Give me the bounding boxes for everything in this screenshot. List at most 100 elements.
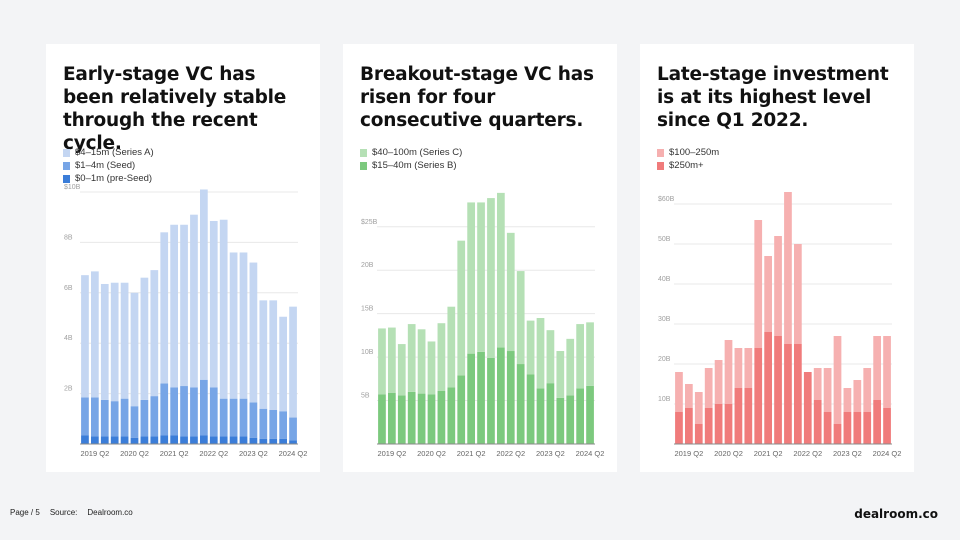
y-tick-label: 40B [658, 276, 671, 283]
bar-segment [150, 396, 159, 437]
bar-segment [289, 417, 297, 441]
bar-segment [249, 437, 258, 444]
y-tick-label: 30B [658, 316, 671, 323]
bar-segment [447, 306, 456, 388]
legend-swatch [63, 148, 70, 157]
bar-segment [219, 436, 228, 444]
y-tick-label: 2B [64, 386, 73, 393]
bar-segment [823, 368, 832, 412]
bar-segment [566, 338, 575, 396]
bar-segment [546, 383, 555, 444]
bar-segment [259, 408, 268, 439]
bar-segment [536, 318, 545, 389]
bar-segment [734, 348, 743, 388]
bar-segment [803, 372, 812, 444]
bar-segment [170, 387, 179, 436]
chart-title: Late-stage investment is at its highest … [657, 64, 889, 131]
bar-segment [427, 394, 436, 444]
page-number: Page / 5 [10, 508, 40, 517]
bar-segment [586, 385, 594, 444]
bar-segment [496, 192, 505, 348]
bar-segment [437, 323, 446, 391]
bar-segment [487, 198, 495, 358]
chart-legend: $100–250m $250m+ [657, 146, 719, 172]
bar-segment [378, 394, 386, 444]
x-tick-label: 2021 Q2 [160, 449, 189, 458]
bar-segment [477, 202, 485, 352]
x-tick-label: 2023 Q2 [239, 449, 268, 458]
y-tick-label: $25B [361, 219, 378, 226]
legend-swatch [360, 148, 367, 157]
bar-segment [81, 435, 89, 444]
bar-segment [239, 252, 248, 399]
bar-segment [744, 388, 753, 444]
legend-label: $0–1m (pre-Seed) [75, 173, 153, 184]
bar-segment [209, 436, 218, 444]
bar-segment [457, 240, 466, 376]
bar-segment [130, 406, 139, 438]
x-tick-label: 2023 Q2 [536, 449, 565, 458]
bar-segment [576, 324, 585, 389]
bar-segment [110, 282, 119, 402]
x-tick-label: 2020 Q2 [714, 449, 743, 458]
chart-title: Early-stage VC has been relatively stabl… [63, 64, 287, 154]
legend-item: $0–1m (pre-Seed) [63, 172, 154, 185]
bar-segment [100, 399, 109, 437]
bar-segment [190, 387, 198, 437]
bar-segment [417, 329, 426, 394]
bar-segment [219, 219, 228, 399]
y-tick-label: 4B [64, 335, 73, 342]
x-tick-label: 2019 Q2 [674, 449, 703, 458]
legend-swatch [360, 161, 367, 170]
bar-segment [684, 408, 693, 444]
x-tick-label: 2021 Q2 [754, 449, 783, 458]
legend-label: $100–250m [669, 147, 720, 158]
chart-card-breakout-stage: Breakout-stage VC has risen for four con… [343, 44, 617, 472]
legend-label: $4–15m (Series A) [75, 147, 154, 158]
bar-segment [457, 375, 466, 444]
bar-segment [576, 388, 585, 444]
bar-segment [883, 336, 891, 408]
y-tick-label: 10B [658, 396, 671, 403]
bar-segment [289, 440, 297, 444]
legend-label: $15–40m (Series B) [372, 160, 457, 171]
bar-segment [100, 436, 109, 444]
bar-segment [714, 360, 723, 404]
legend-label: $40–100m (Series C) [372, 147, 463, 158]
chart-legend: $40–100m (Series C) $15–40m (Series B) [360, 146, 462, 172]
bar-segment [506, 351, 515, 444]
bar-segment [110, 401, 119, 437]
legend-item: $15–40m (Series B) [360, 159, 462, 172]
y-tick-label: 6B [64, 285, 73, 292]
brand-logo: dealroom.co [854, 507, 938, 521]
legend-label: $250m+ [669, 160, 704, 171]
x-tick-label: 2022 Q2 [199, 449, 228, 458]
bar-segment [259, 438, 268, 444]
bar-segment [160, 435, 169, 444]
bar-segment [823, 412, 832, 444]
bar-segment [249, 402, 258, 438]
y-tick-label: 5B [361, 393, 370, 400]
bar-segment [259, 300, 268, 409]
bar-segment [209, 220, 218, 388]
bar-segment [90, 271, 99, 398]
legend-item: $1–4m (Seed) [63, 159, 154, 172]
chart-legend: $4–15m (Series A) $1–4m (Seed) $0–1m (pr… [63, 146, 154, 185]
bar-segment [793, 344, 802, 444]
bar-segment [170, 224, 179, 388]
bar-segment [754, 348, 763, 444]
bar-segment [180, 224, 188, 387]
bar-segment [140, 277, 149, 400]
bar-chart-early-stage: 2B 4B 6B 8B $10B 2019 Q2 2020 Q2 2021 Q2 2022 Q2… [64, 184, 307, 458]
bar-segment [734, 388, 743, 444]
bar-segment [120, 282, 129, 399]
bar-segment [813, 368, 822, 400]
bar-segment [190, 436, 198, 444]
bar-segment [417, 393, 426, 444]
y-tick-label: 20B [658, 356, 671, 363]
bar-segment [793, 244, 802, 344]
bar-segment [883, 408, 891, 444]
x-tick-label: 2019 Q2 [377, 449, 406, 458]
bar-segment [190, 214, 198, 388]
y-tick-label: 20B [361, 262, 374, 269]
